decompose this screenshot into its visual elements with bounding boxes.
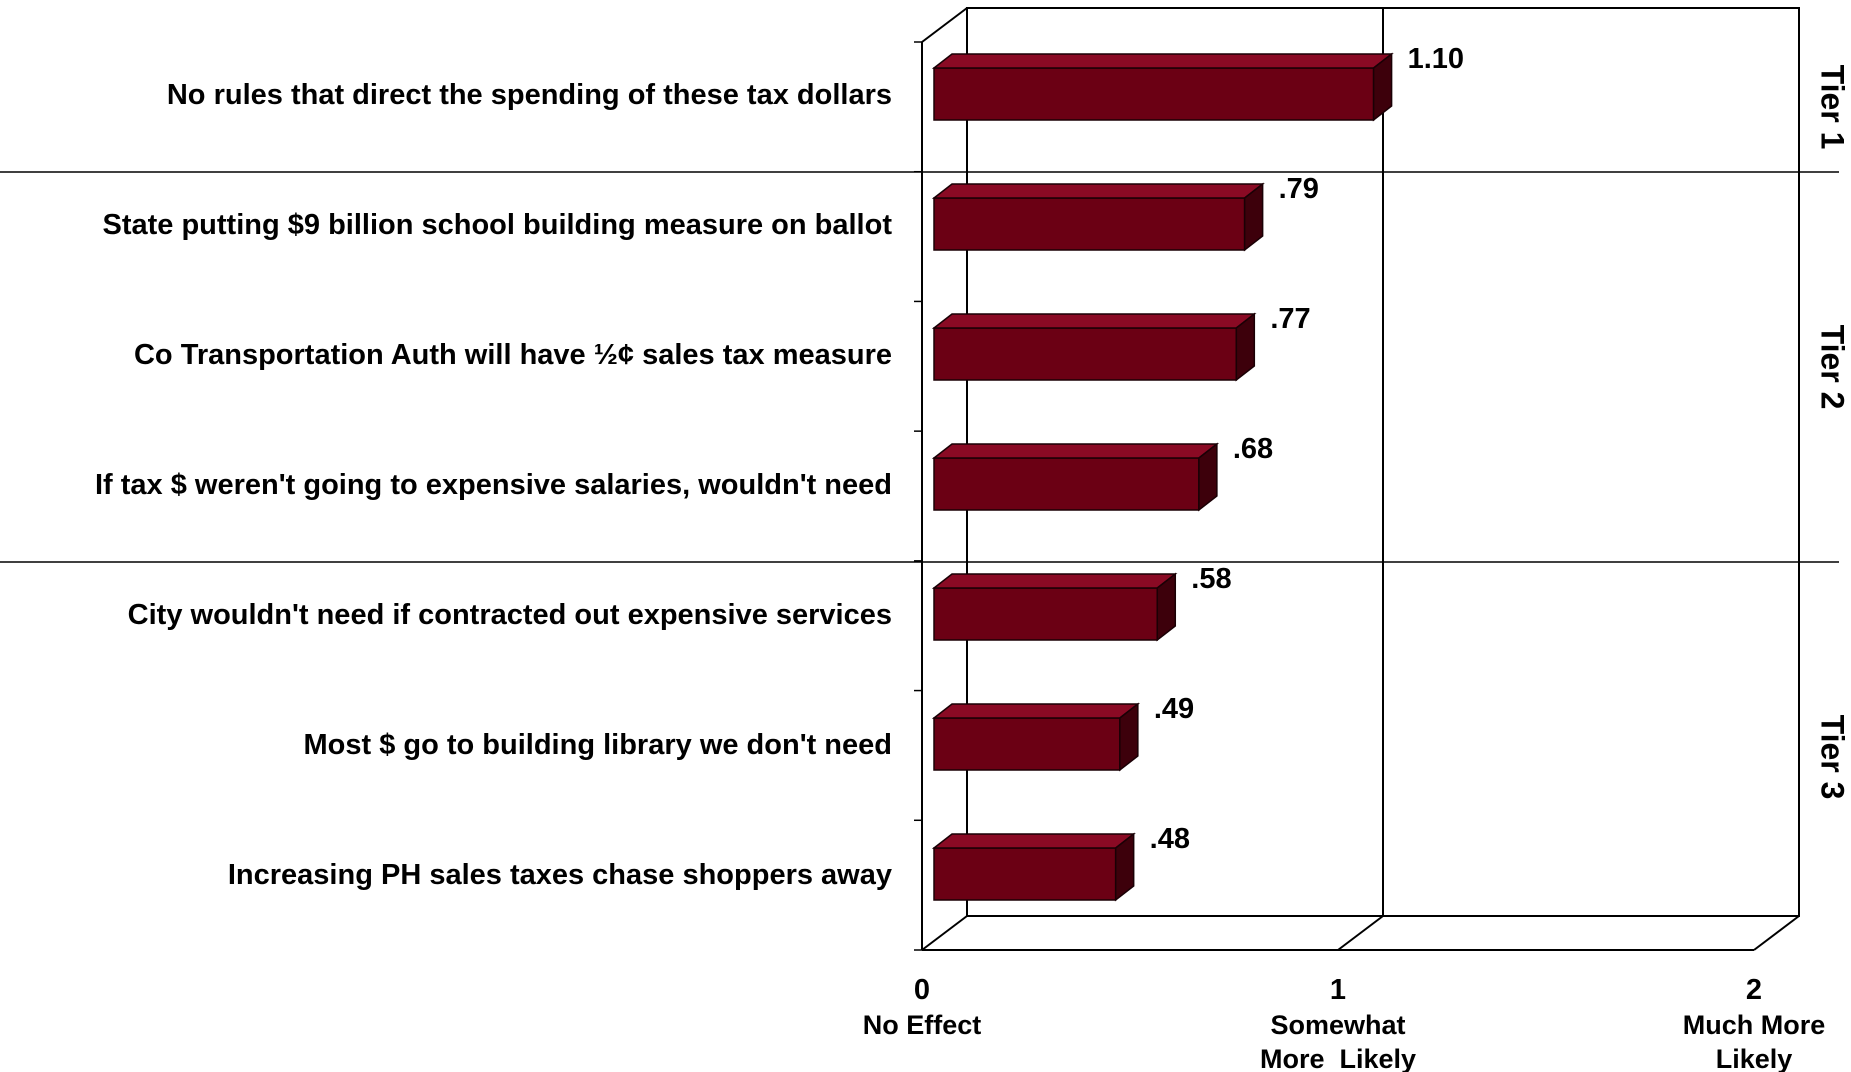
floor-gridline — [1337, 915, 1384, 951]
bar-side — [1119, 702, 1139, 772]
floor-left-edge — [921, 915, 968, 951]
bar-side — [1198, 442, 1218, 512]
category-label: If tax $ weren't going to expensive sala… — [95, 469, 892, 501]
bars — [931, 52, 1394, 902]
bar-top — [931, 53, 1394, 69]
bar-top — [931, 443, 1220, 459]
bar-front — [933, 587, 1159, 641]
tier-label: Tier 2 — [1815, 325, 1851, 410]
tier-label: Tier 3 — [1815, 715, 1851, 800]
bar-front — [933, 197, 1246, 251]
value-label: .49 — [1154, 693, 1194, 725]
bar — [931, 182, 1265, 252]
bar-top — [931, 313, 1257, 329]
bar — [931, 442, 1220, 512]
x-tick-caption: Likely — [1716, 1044, 1793, 1072]
x-tick-caption: Much More — [1683, 1010, 1826, 1040]
category-labels: No rules that direct the spending of the… — [95, 79, 892, 891]
bar-front — [933, 67, 1375, 121]
tier-labels: Tier 1 Tier 2 Tier 3 — [0, 65, 1851, 800]
bar-front — [933, 327, 1238, 381]
x-tick-caption: Somewhat — [1270, 1010, 1405, 1040]
bar-front — [933, 457, 1200, 511]
bar-top — [931, 833, 1136, 849]
category-label: Co Transportation Auth will have ½¢ sale… — [134, 339, 892, 371]
value-label: .48 — [1150, 823, 1190, 855]
bar — [931, 572, 1178, 642]
x-tick-label: 2 — [1746, 974, 1762, 1006]
tier-label: Tier 1 — [1815, 65, 1851, 150]
bar-side — [1235, 312, 1256, 382]
bar-front — [933, 717, 1121, 771]
bar — [931, 52, 1394, 122]
bar-side — [1372, 52, 1393, 122]
category-label: Increasing PH sales taxes chase shoppers… — [228, 859, 892, 891]
category-label: Most $ go to building library we don't n… — [303, 729, 892, 761]
x-axis-ticks: 0 No Effect 1 Somewhat More Likely 2 Much More… — [863, 974, 1826, 1072]
value-label: 1.10 — [1408, 43, 1464, 75]
x-tick-label: 0 — [914, 974, 930, 1006]
value-labels: 1.10 .79 .77 .68 .58 .49 .48 — [1150, 43, 1464, 855]
x-tick-label: 1 — [1330, 974, 1346, 1006]
bar — [931, 832, 1136, 902]
value-label: .58 — [1191, 563, 1231, 595]
category-label: City wouldn't need if contracted out exp… — [128, 599, 892, 631]
value-label: .77 — [1270, 303, 1310, 335]
left-wall-top-edge — [921, 7, 968, 43]
bar-side — [1156, 572, 1177, 642]
value-label: .79 — [1279, 173, 1319, 205]
bar-top — [931, 183, 1265, 199]
bar-side — [1114, 832, 1135, 902]
category-label: No rules that direct the spending of the… — [167, 79, 892, 111]
floor-right-edge — [1753, 915, 1800, 951]
value-label: .68 — [1233, 433, 1273, 465]
bar-side — [1243, 182, 1264, 252]
x-tick-caption: No Effect — [863, 1010, 982, 1040]
bar-top — [931, 703, 1141, 719]
x-tick-caption: More Likely — [1260, 1044, 1416, 1072]
bar — [931, 312, 1257, 382]
bar-top — [931, 573, 1178, 589]
category-label: State putting $9 billion school building… — [103, 209, 893, 241]
bar-front — [933, 847, 1117, 901]
bar — [931, 702, 1141, 772]
